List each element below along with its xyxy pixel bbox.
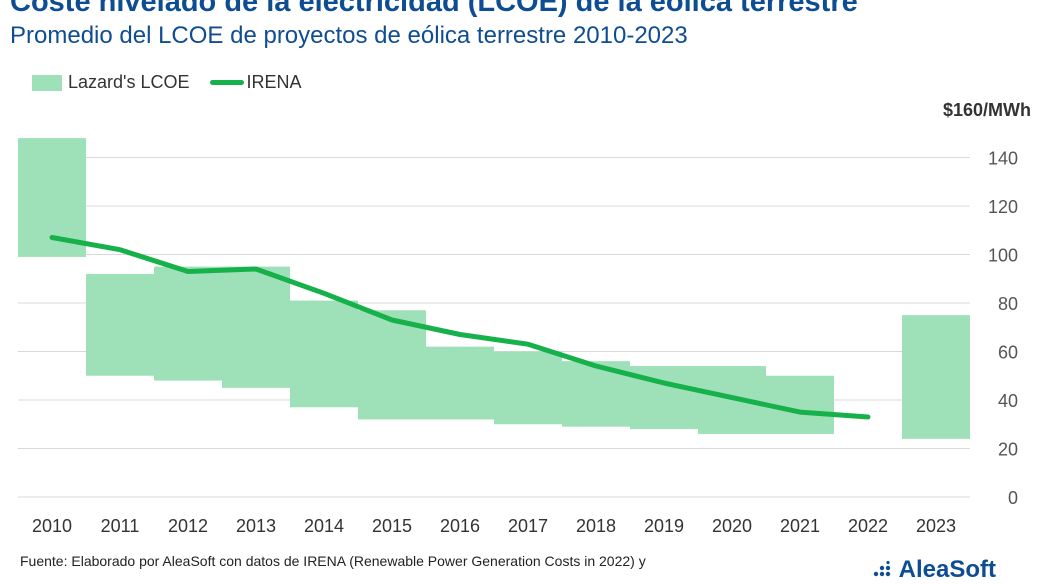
y-tick-label: 0 — [1008, 488, 1018, 508]
y-tick-label: 20 — [998, 440, 1018, 460]
source-note: Fuente: Elaborado por AleaSoft con datos… — [20, 553, 646, 569]
x-tick-label: 2023 — [916, 516, 956, 536]
x-tick-label: 2013 — [236, 516, 276, 536]
x-tick-label: 2022 — [848, 516, 888, 536]
y-tick-label: 40 — [998, 391, 1018, 411]
chart-subtitle: Promedio del LCOE de proyectos de eólica… — [10, 22, 688, 49]
x-tick-label: 2014 — [304, 516, 344, 536]
lazard-range-bar — [494, 351, 562, 425]
aleasoft-logo: AleaSoft — [873, 556, 996, 584]
chart-title: Coste nivelado de la electricidad (LCOE)… — [10, 0, 858, 18]
x-tick-label: 2015 — [372, 516, 412, 536]
y-tick-label: 140 — [988, 149, 1018, 169]
x-tick-label: 2012 — [168, 516, 208, 536]
y-tick-label: 100 — [988, 246, 1018, 266]
legend-label-irena: IRENA — [246, 72, 302, 92]
legend-label-lazard: Lazard's LCOE — [68, 72, 190, 92]
legend-swatch-irena — [209, 80, 244, 85]
y-axis-unit-label: $160/MWh — [942, 100, 1031, 120]
x-tick-label: 2018 — [576, 516, 616, 536]
x-tick-label: 2021 — [780, 516, 820, 536]
x-tick-label: 2011 — [101, 516, 140, 536]
y-tick-label: 120 — [988, 197, 1018, 217]
chart-legend: Lazard's LCOE IRENA — [32, 72, 302, 93]
x-tick-label: 2017 — [508, 516, 548, 536]
x-tick-label: 2016 — [440, 516, 480, 536]
irena-line — [49, 235, 871, 420]
x-tick-label: 2019 — [644, 516, 684, 536]
lazard-range-bar — [222, 266, 290, 388]
lazard-range-bar — [902, 315, 970, 439]
lazard-range-bar — [154, 266, 222, 381]
legend-swatch-lazard — [32, 74, 62, 91]
lazard-range-bar — [86, 273, 154, 376]
x-tick-label: 2020 — [712, 516, 752, 536]
y-tick-label: 80 — [998, 294, 1018, 314]
y-tick-label: 60 — [998, 343, 1018, 363]
lazard-range-bar — [426, 346, 494, 420]
logo-text: AleaSoft — [898, 556, 996, 583]
lazard-range-bar — [290, 300, 358, 408]
logo-dots-icon — [873, 561, 890, 577]
lazard-range-bar — [358, 310, 426, 420]
x-tick-label: 2010 — [32, 516, 72, 536]
